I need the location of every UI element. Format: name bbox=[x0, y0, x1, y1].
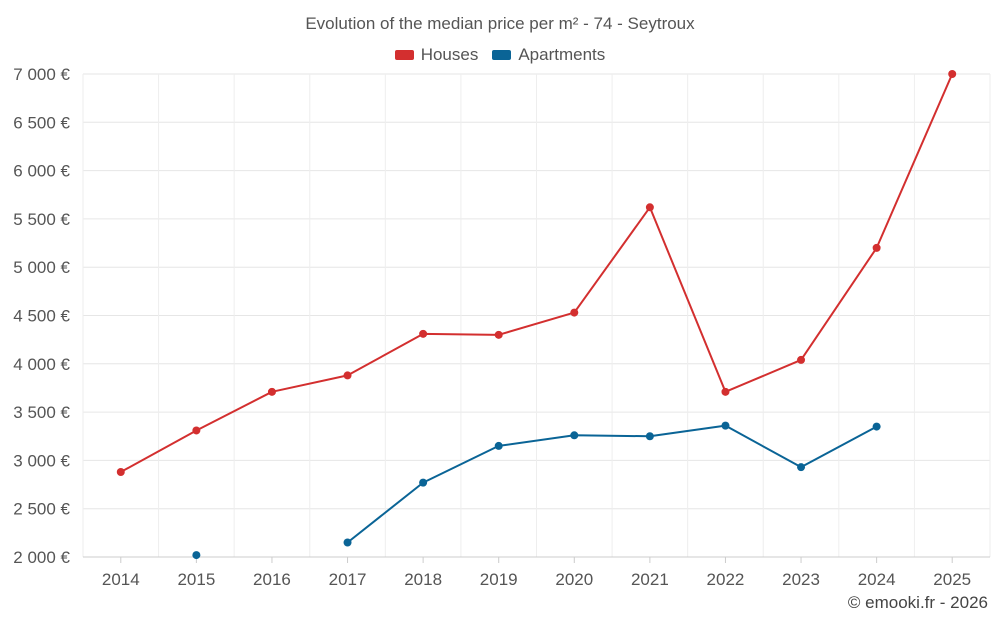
y-tick-label: 2 000 € bbox=[13, 548, 70, 567]
data-point-apartments[interactable] bbox=[570, 431, 579, 440]
y-tick-label: 3 500 € bbox=[13, 403, 70, 422]
data-point-houses[interactable] bbox=[192, 426, 201, 435]
legend-swatch-apartments bbox=[492, 50, 512, 60]
legend-item-apartments[interactable]: Apartments bbox=[492, 45, 605, 65]
data-point-houses[interactable] bbox=[721, 387, 730, 396]
x-tick-label: 2014 bbox=[102, 570, 140, 589]
data-point-apartments[interactable] bbox=[192, 551, 201, 560]
y-tick-label: 6 500 € bbox=[13, 113, 70, 132]
x-tick-label: 2015 bbox=[177, 570, 215, 589]
x-tick-label: 2016 bbox=[253, 570, 291, 589]
x-tick-label: 2021 bbox=[631, 570, 669, 589]
data-point-houses[interactable] bbox=[797, 355, 806, 364]
data-point-houses[interactable] bbox=[948, 70, 957, 78]
data-point-houses[interactable] bbox=[872, 243, 881, 252]
legend-label-houses: Houses bbox=[420, 45, 479, 64]
x-tick-label: 2024 bbox=[858, 570, 896, 589]
data-point-houses[interactable] bbox=[116, 467, 125, 476]
y-tick-label: 7 000 € bbox=[13, 65, 70, 84]
y-tick-label: 4 000 € bbox=[13, 355, 70, 374]
data-point-apartments[interactable] bbox=[645, 432, 654, 441]
y-tick-label: 3 000 € bbox=[13, 451, 70, 470]
data-point-apartments[interactable] bbox=[721, 421, 730, 430]
y-tick-label: 6 000 € bbox=[13, 162, 70, 181]
data-point-houses[interactable] bbox=[267, 387, 276, 396]
x-tick-label: 2022 bbox=[707, 570, 745, 589]
data-point-apartments[interactable] bbox=[343, 538, 352, 547]
legend-swatch-houses bbox=[394, 50, 414, 60]
data-point-apartments[interactable] bbox=[797, 463, 806, 472]
x-tick-label: 2018 bbox=[404, 570, 442, 589]
y-tick-label: 5 000 € bbox=[13, 258, 70, 277]
data-point-apartments[interactable] bbox=[419, 478, 428, 487]
x-tick-label: 2023 bbox=[782, 570, 820, 589]
credit-text: © emooki.fr - 2026 bbox=[847, 593, 988, 612]
chart-title: Evolution of the median price per m² - 7… bbox=[305, 14, 695, 33]
data-point-houses[interactable] bbox=[343, 371, 352, 380]
y-tick-label: 4 500 € bbox=[13, 307, 70, 326]
data-point-houses[interactable] bbox=[494, 330, 503, 339]
legend: Houses Apartments bbox=[0, 45, 1000, 65]
x-tick-label: 2017 bbox=[329, 570, 367, 589]
y-tick-label: 5 500 € bbox=[13, 210, 70, 229]
data-point-apartments[interactable] bbox=[494, 441, 503, 450]
data-point-houses[interactable] bbox=[570, 308, 579, 317]
legend-label-apartments: Apartments bbox=[518, 45, 606, 64]
series-line-houses bbox=[120, 73, 954, 473]
data-point-houses[interactable] bbox=[645, 203, 654, 212]
data-point-houses[interactable] bbox=[419, 329, 428, 338]
x-tick-label: 2019 bbox=[480, 570, 518, 589]
legend-item-houses[interactable]: Houses bbox=[394, 45, 479, 65]
y-tick-label: 2 500 € bbox=[13, 500, 70, 519]
series-line-apartments bbox=[346, 424, 878, 544]
data-point-apartments[interactable] bbox=[872, 422, 881, 431]
x-tick-label: 2020 bbox=[555, 570, 593, 589]
x-tick-label: 2025 bbox=[933, 570, 971, 589]
